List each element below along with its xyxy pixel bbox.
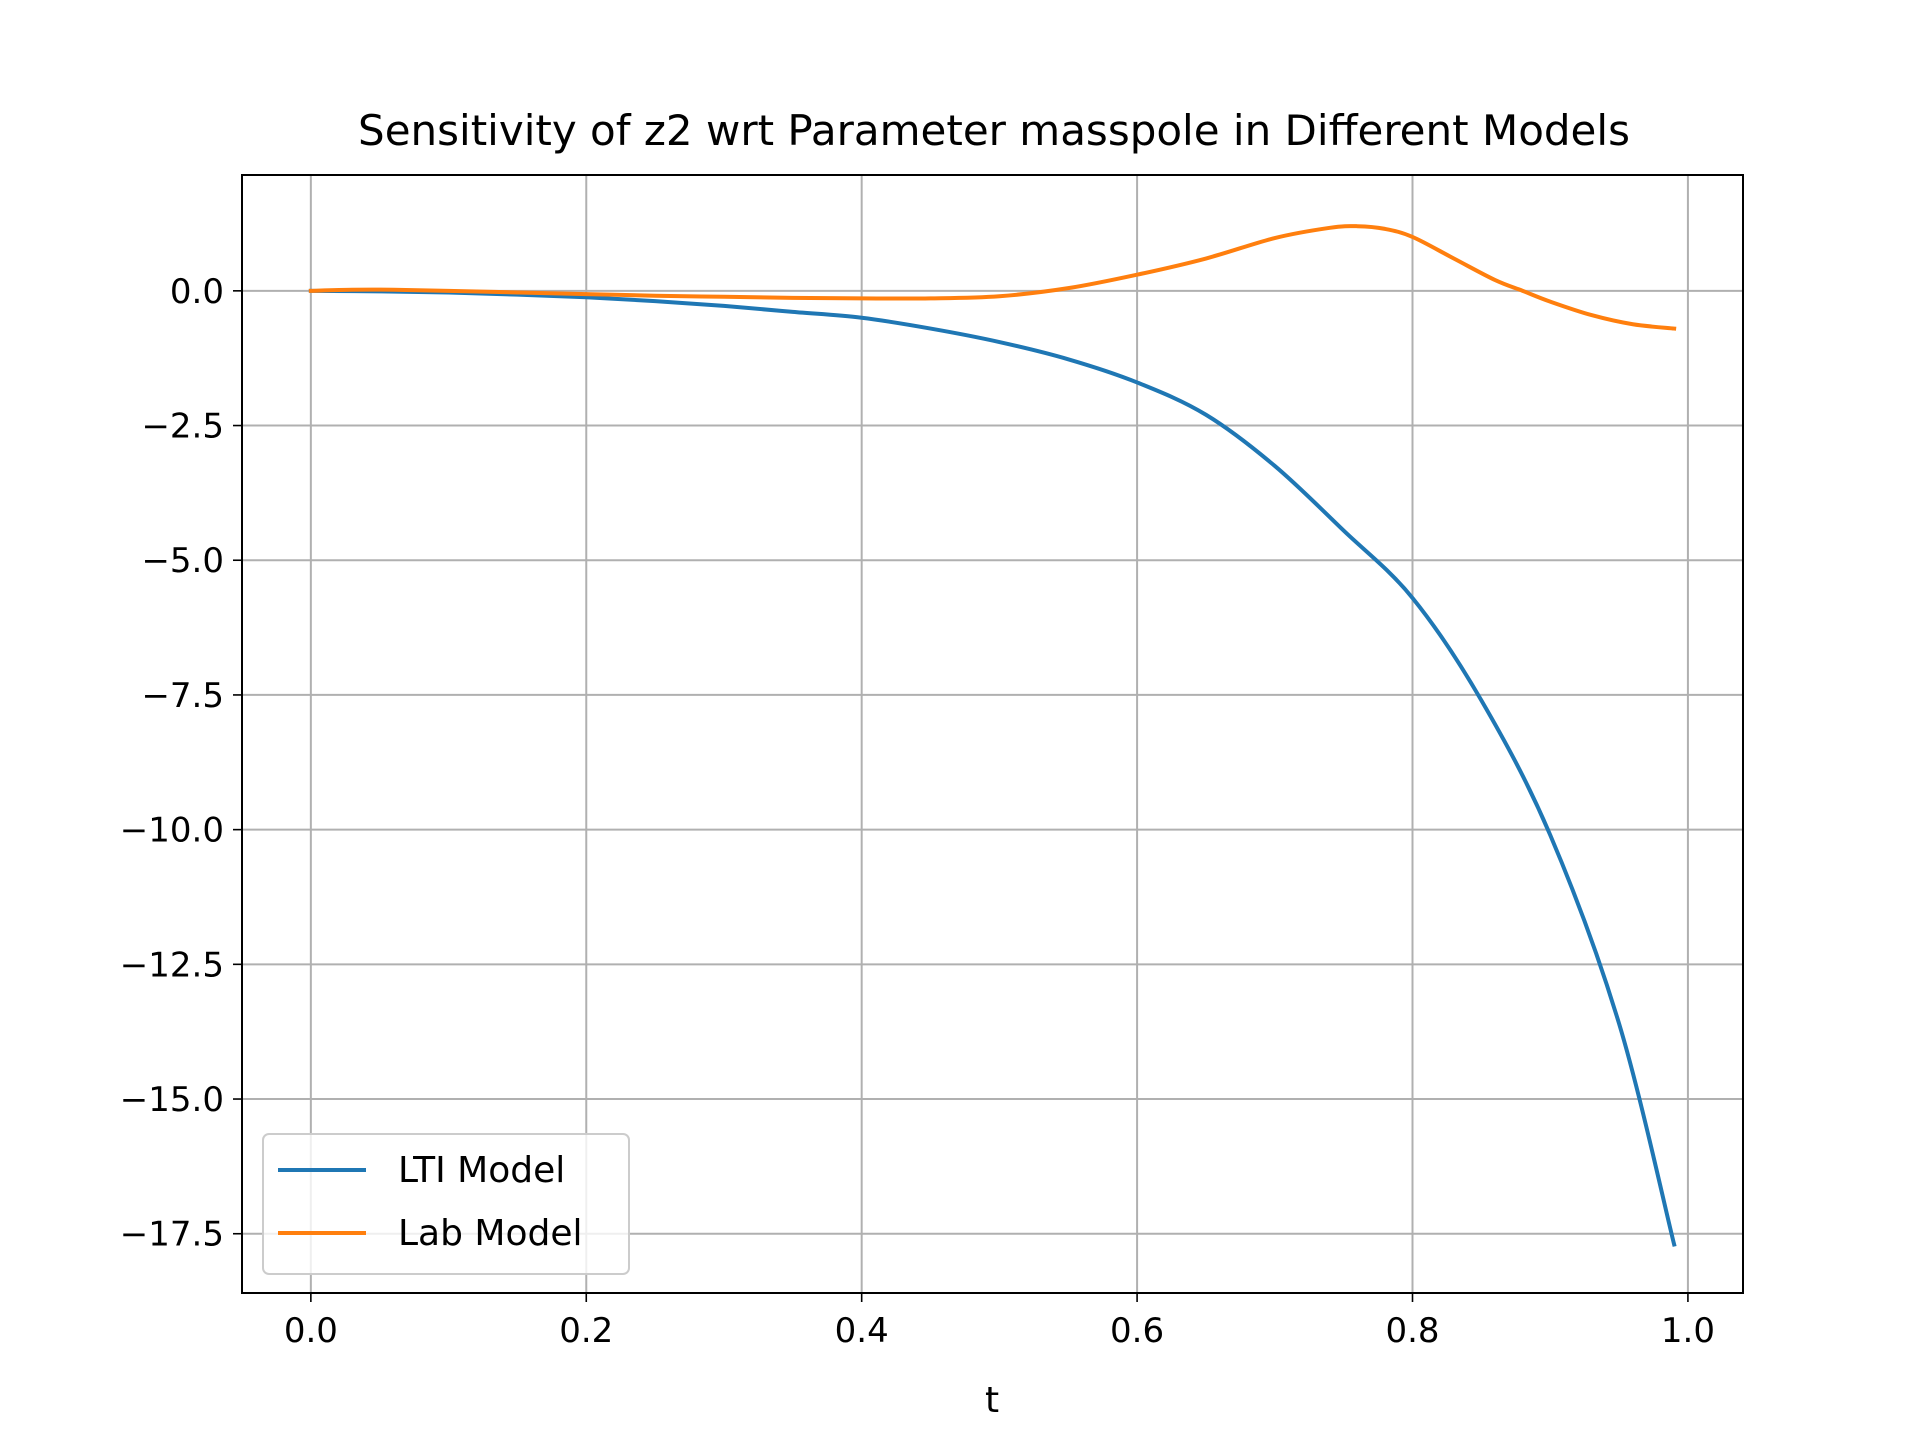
y-tick-label: −15.0: [120, 1080, 224, 1120]
x-axis-label: t: [985, 1380, 999, 1421]
x-tick-label: 0.2: [559, 1311, 613, 1351]
legend-label-lab-model: Lab Model: [398, 1213, 583, 1254]
y-tick-label: 0.0: [170, 272, 224, 312]
x-tick-label: 0.4: [835, 1311, 889, 1351]
y-tick-label: −12.5: [120, 945, 224, 985]
x-tick-label: 0.8: [1385, 1311, 1439, 1351]
legend: LTI Model Lab Model: [262, 1133, 630, 1275]
legend-label-lti-model: LTI Model: [398, 1150, 565, 1191]
y-axis: 0.0 −2.5 −5.0 −7.5 −10.0 −12.5 −15.0 −17.5: [120, 272, 242, 1255]
y-tick-label: −2.5: [141, 407, 224, 447]
y-tick-label: −10.0: [120, 811, 224, 851]
x-tick-label: 0.0: [284, 1311, 338, 1351]
y-tick-label: −7.5: [141, 676, 224, 716]
series-line-lti-model: [308, 288, 1677, 1247]
x-axis: 0.0 0.2 0.4 0.6 0.8 1.0: [284, 1293, 1715, 1351]
plot-frame: [241, 174, 1744, 1294]
y-tick-label: −17.5: [120, 1215, 224, 1255]
grid-lines: [242, 175, 1743, 1293]
chart-title: Sensitivity of z2 wrt Parameter masspole…: [358, 106, 1630, 155]
y-tick-label: −5.0: [141, 541, 224, 581]
x-tick-label: 0.6: [1110, 1311, 1164, 1351]
series-layer: [308, 224, 1677, 1247]
series-line-lab-model: [308, 224, 1677, 331]
x-tick-label: 1.0: [1661, 1311, 1715, 1351]
